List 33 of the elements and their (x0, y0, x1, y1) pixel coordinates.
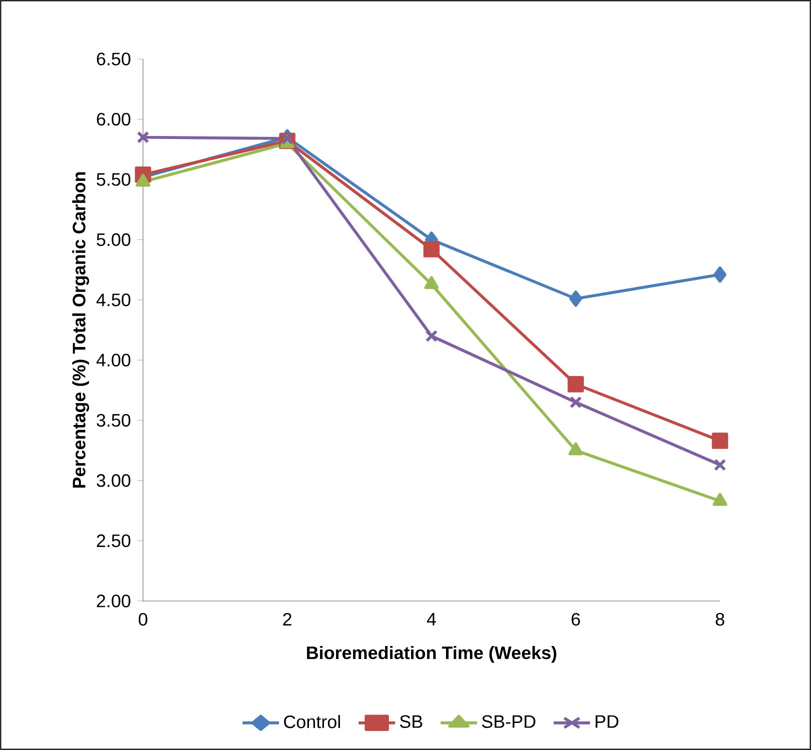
y-tick-label: 5.00 (96, 233, 130, 246)
x-tick-label: 6 (572, 612, 580, 626)
y-tick-label: 4.00 (96, 354, 130, 366)
legend-label: PD (596, 715, 618, 728)
point (423, 241, 440, 258)
x-axis-title: Bioremediation Time (Weeks) (307, 646, 556, 663)
point (281, 132, 294, 145)
legend-label: SB (400, 715, 422, 728)
y-tick-label: 6.00 (96, 112, 130, 126)
y-tick-label: 2.50 (96, 534, 130, 548)
legend-label: SB-PD (482, 715, 536, 728)
y-tick-label: 5.50 (96, 173, 130, 186)
y-tick-label: 3.50 (96, 414, 130, 427)
x-tick-label: 0 (138, 612, 148, 626)
x-tick-label: 4 (426, 612, 436, 626)
x-tick-label: 8 (716, 612, 724, 626)
point (424, 276, 439, 290)
y-axis-title: Percentage (%) Total Organic Carbon (72, 172, 90, 488)
point (712, 432, 728, 449)
point (568, 376, 584, 392)
y-tick-label: 4.50 (96, 294, 130, 306)
legend-label: Control (284, 714, 340, 728)
point (570, 396, 582, 408)
point (714, 266, 726, 283)
point (714, 458, 726, 472)
point (425, 330, 438, 342)
y-tick-label: 2.00 (96, 594, 130, 608)
x-tick-label: 2 (283, 612, 292, 626)
point (136, 131, 150, 144)
point (569, 290, 582, 307)
point (136, 174, 150, 187)
y-tick-label: 3.00 (96, 474, 130, 487)
y-tick-label: 6.50 (96, 52, 130, 66)
